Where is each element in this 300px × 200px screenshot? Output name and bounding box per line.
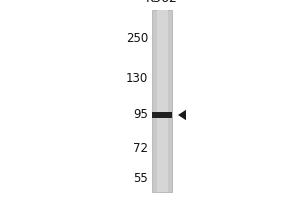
Bar — [157, 10, 167, 192]
Bar — [152, 112, 172, 118]
Text: 130: 130 — [126, 72, 148, 84]
Text: 55: 55 — [133, 171, 148, 184]
Text: 72: 72 — [133, 142, 148, 154]
Polygon shape — [178, 110, 186, 120]
Text: 95: 95 — [133, 108, 148, 121]
Text: K562: K562 — [146, 0, 178, 5]
Bar — [152, 10, 172, 192]
Text: 250: 250 — [126, 31, 148, 45]
